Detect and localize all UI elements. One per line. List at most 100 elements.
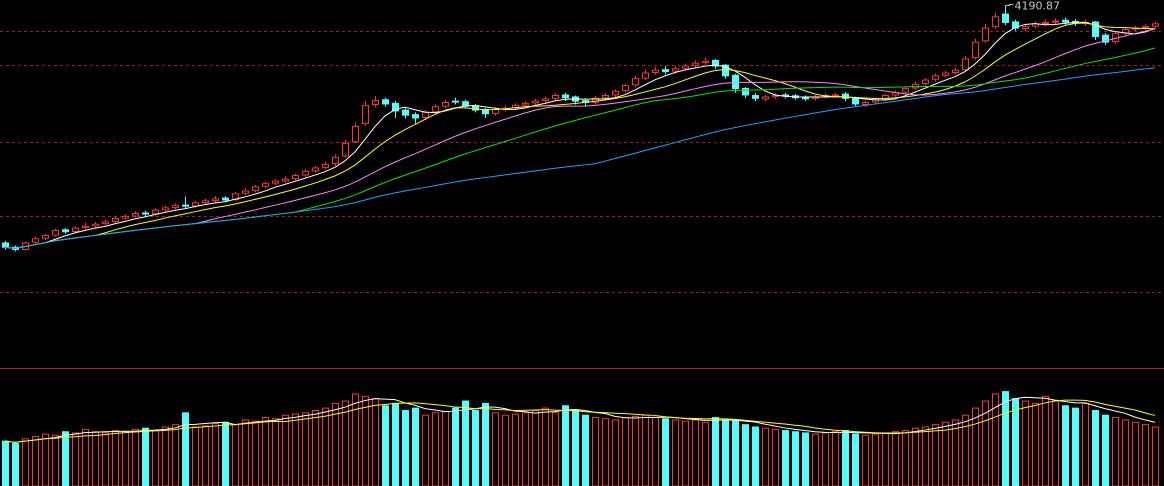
candle-body	[292, 175, 299, 180]
candle-body	[252, 186, 259, 191]
candle-body	[492, 109, 499, 114]
candle-body	[142, 212, 149, 215]
candle-body	[562, 94, 569, 99]
volume-bar	[872, 433, 879, 486]
candle-body	[382, 99, 389, 105]
volume-bar	[1082, 402, 1089, 486]
candle-body	[72, 227, 79, 232]
candle-body	[902, 87, 909, 93]
volume-bar	[1112, 417, 1119, 486]
volume-bar	[82, 428, 89, 486]
candle-body	[102, 221, 109, 225]
volume-bar	[892, 431, 899, 486]
volume-bar	[292, 413, 299, 486]
volume-bar	[1132, 421, 1139, 486]
candle-body	[422, 111, 429, 118]
candle-body	[652, 69, 659, 73]
ma-line	[4, 22, 1156, 249]
volume-bar	[152, 430, 159, 486]
volume-bar	[682, 420, 689, 486]
candle-body	[152, 209, 159, 215]
volume-bar	[382, 405, 389, 486]
volume-bar	[942, 421, 949, 486]
candle-body	[832, 94, 839, 97]
volume-bar	[332, 402, 339, 486]
candle-body	[412, 114, 419, 119]
candle-body	[552, 95, 559, 99]
volume-bar	[672, 419, 679, 486]
max-pointer	[1005, 3, 1014, 6]
volume-bar	[252, 420, 259, 486]
volume-bar	[722, 419, 729, 486]
candle-body	[862, 102, 869, 106]
candle-body	[932, 75, 939, 80]
volume-bar	[582, 414, 589, 486]
candle-body	[162, 207, 169, 211]
candle-body	[282, 178, 289, 182]
volume-bar	[762, 427, 769, 486]
candle-body	[1062, 19, 1069, 23]
volume-bar	[42, 433, 49, 486]
volume-bar	[1072, 407, 1079, 486]
candle-body	[602, 95, 609, 99]
volume-bar	[342, 400, 349, 486]
volume-bar	[512, 413, 519, 486]
candle-body	[222, 197, 229, 201]
candle-body	[272, 180, 279, 184]
candle-body	[312, 167, 319, 172]
candle-body	[122, 215, 129, 219]
volume-bar	[732, 420, 739, 486]
candle-body	[842, 93, 849, 99]
volume-bar	[812, 433, 819, 486]
volume-bar	[502, 414, 509, 486]
candle-body	[732, 74, 739, 89]
volume-bar	[802, 432, 809, 486]
volume-bar	[932, 424, 939, 486]
candle-body	[672, 68, 679, 72]
volume-bar	[842, 430, 849, 486]
volume-bar	[362, 395, 369, 486]
volume-bar	[1102, 414, 1109, 486]
volume-bar	[902, 430, 909, 486]
volume-bar	[1122, 419, 1129, 486]
volume-bar	[862, 434, 869, 486]
volume-bar	[202, 425, 209, 486]
volume-bar	[192, 426, 199, 486]
volume-bar	[262, 417, 269, 486]
candle-body	[62, 229, 69, 233]
candle-body	[752, 95, 759, 99]
volume-bar	[922, 426, 929, 486]
volume-bar	[882, 432, 889, 486]
candle-body	[1002, 13, 1009, 23]
volume-bar	[222, 421, 229, 486]
volume-bar	[162, 426, 169, 486]
candle-body	[212, 198, 219, 202]
candle-body	[42, 234, 49, 239]
candle-body	[912, 83, 919, 89]
volume-bar	[752, 426, 759, 486]
candle-body	[402, 109, 409, 116]
candle-body	[992, 16, 999, 28]
volume-bar	[312, 409, 319, 486]
volume-bar	[1012, 398, 1019, 486]
volume-bar	[12, 443, 19, 486]
volume-bar	[1092, 409, 1099, 486]
volume-bar	[642, 414, 649, 486]
volume-bar	[62, 431, 69, 486]
candle-body	[522, 102, 529, 106]
volume-bar	[212, 422, 219, 486]
max-price-label: 4190.87	[1015, 0, 1061, 12]
volume-bar	[792, 431, 799, 486]
volume-bar	[522, 412, 529, 486]
candle-body	[202, 200, 209, 204]
volume-bar	[712, 417, 719, 486]
volume-bar	[1002, 391, 1009, 486]
candle-body	[772, 95, 779, 98]
volume-bar	[102, 432, 109, 486]
volume-bar	[1032, 402, 1039, 486]
candle-body	[92, 223, 99, 227]
volume-bar	[1042, 395, 1049, 486]
candle-body	[982, 27, 989, 42]
candle-body	[132, 212, 139, 217]
volume-bar	[532, 409, 539, 486]
